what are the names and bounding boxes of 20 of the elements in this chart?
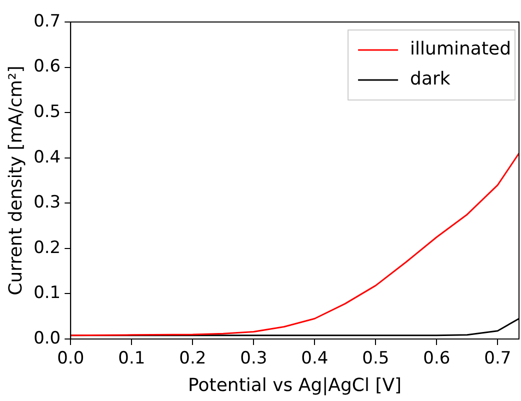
x-tick-label: 0.1 [118,348,146,369]
y-tick-label: 0.1 [34,283,61,304]
legend-label: dark [410,68,451,90]
x-tick-label: 0.5 [362,348,390,369]
y-tick-label: 0.5 [34,102,61,122]
y-tick-label: 0.2 [34,238,61,258]
x-tick-label: 0.3 [240,348,268,369]
x-tick-label: 0.2 [179,348,206,369]
y-tick-label: 0.4 [34,147,61,168]
legend-label: illuminated [410,38,512,60]
y-tick-label: 0.6 [34,56,61,77]
y-tick-label: 0.3 [34,192,61,213]
x-tick-label: 0.0 [57,348,84,369]
x-axis-title: Potential vs Ag|AgCl [V] [188,374,402,396]
x-tick-label: 0.6 [423,348,450,369]
x-tick-label: 0.4 [301,348,328,369]
x-tick-label: 0.7 [484,348,512,369]
y-tick-label: 0.7 [34,11,61,32]
y-tick-label: 0.0 [34,328,61,348]
y-axis-title: Current density [mA/cm²] [5,66,26,296]
